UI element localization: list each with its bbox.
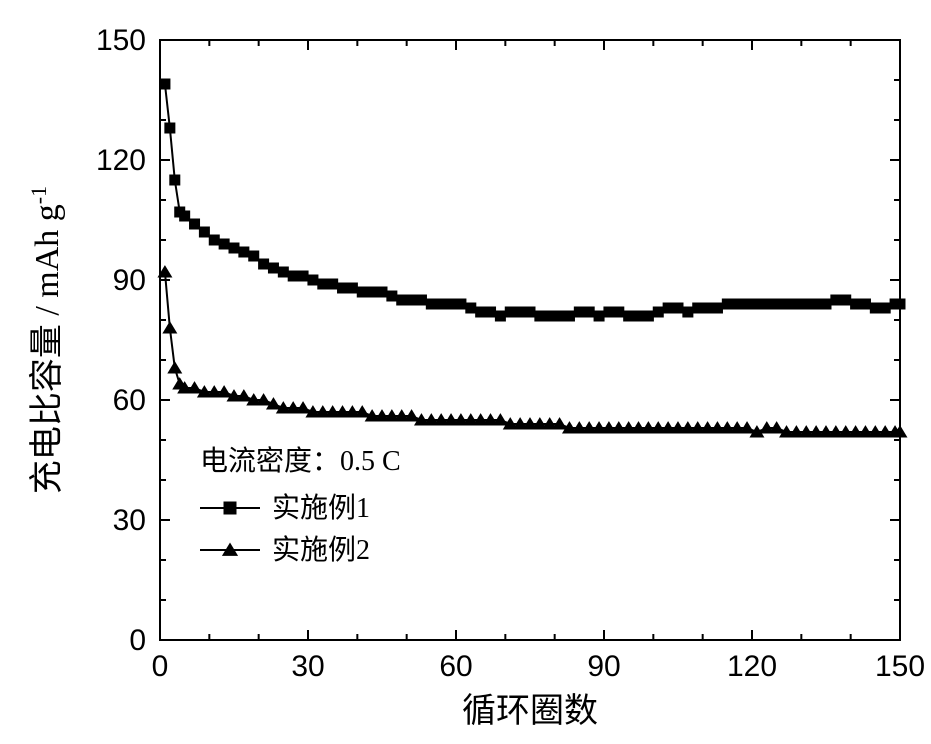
y-tick-label: 90 — [113, 264, 146, 297]
x-tick-label: 60 — [439, 650, 472, 683]
chart-svg: 0 30 60 90 120 150 0 30 60 90 120 150 循环圈数 充电比容量 / mA… — [0, 0, 931, 744]
legend-label: 实施例1 — [272, 492, 370, 524]
y-tick-label: 0 — [129, 624, 146, 657]
legend-label: 实施例2 — [272, 534, 370, 566]
y-tick-label: 60 — [113, 384, 146, 417]
y-tick-label: 120 — [96, 144, 146, 177]
x-tick-label: 30 — [291, 650, 324, 683]
chart-root: 0 30 60 90 120 150 0 30 60 90 120 150 循环圈数 充电比容量 / mA… — [0, 0, 931, 744]
y-tick-label: 150 — [96, 24, 146, 57]
x-tick-label: 150 — [875, 650, 925, 683]
y-tick-label: 30 — [113, 504, 146, 537]
legend-note: 电流密度：0.5 C — [200, 445, 401, 477]
x-tick-label: 120 — [727, 650, 777, 683]
x-tick-label: 90 — [587, 650, 620, 683]
x-axis-label: 循环圈数 — [462, 692, 598, 730]
x-tick-label: 0 — [152, 650, 169, 683]
y-axis-label: 充电比容量 / mAh g-1 — [26, 186, 67, 494]
